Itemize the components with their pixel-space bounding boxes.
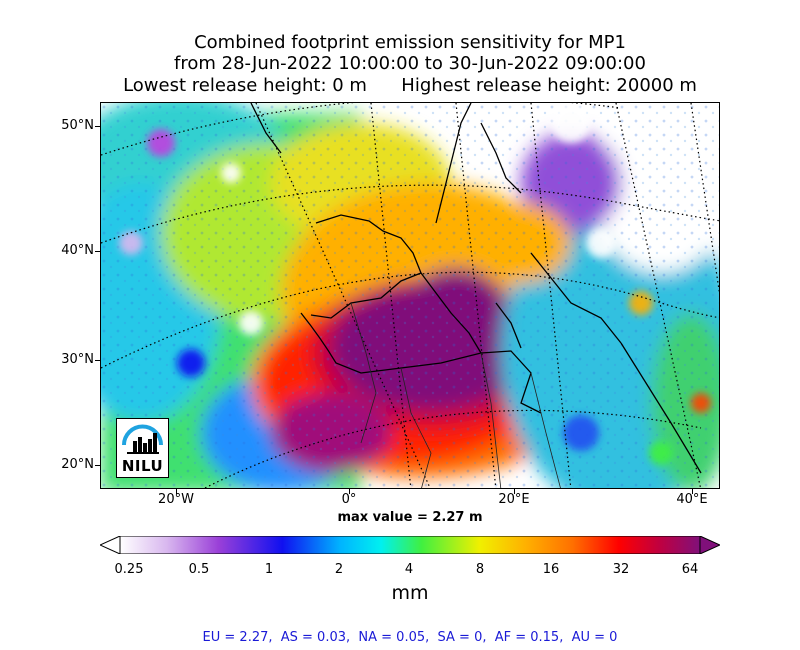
- colorbar: [98, 535, 722, 555]
- region-stats: EU = 2.27, AS = 0.03, NA = 0.05, SA = 0,…: [202, 630, 618, 645]
- lat-label-40n: 40°N: [61, 243, 94, 258]
- lat-label-50n: 50°N: [61, 118, 94, 133]
- colorbar-tick-label: 16: [542, 562, 560, 577]
- colorbar-tick-label: 8: [475, 562, 485, 577]
- colorbar-svg: [98, 535, 722, 555]
- lat-label-30n: 30°N: [61, 352, 94, 367]
- coastlines: [250, 103, 702, 474]
- nilu-logo-icon: [122, 424, 163, 454]
- colorbar-low-arrow: [98, 535, 121, 555]
- graticule: [101, 103, 719, 488]
- lon-tick: [514, 489, 515, 494]
- title-line-1: Combined footprint emission sensitivity …: [194, 32, 626, 53]
- lat-tick: [95, 251, 100, 252]
- nilu-logo-text: NILU: [121, 457, 164, 475]
- colorbar-gradient: [119, 535, 701, 555]
- lon-tick: [176, 489, 177, 494]
- lon-label-0: 0°: [341, 492, 357, 507]
- lat-label-20n: 20°N: [61, 457, 94, 472]
- lat-tick: [95, 465, 100, 466]
- lon-label-40e: 40°E: [676, 492, 708, 507]
- colorbar-tick-label: 32: [612, 562, 630, 577]
- lon-label-20e: 20°E: [498, 492, 530, 507]
- lon-tick: [349, 489, 350, 494]
- colorbar-tick-label: 2: [334, 562, 344, 577]
- max-value-label: max value = 2.27 m: [337, 510, 483, 525]
- borders: [350, 302, 561, 488]
- footprint-map: [100, 102, 720, 489]
- colorbar-tick-label: 4: [404, 562, 414, 577]
- colorbar-unit-label: mm: [391, 582, 429, 604]
- title-line-3: Lowest release height: 0 m Highest relea…: [123, 75, 697, 96]
- colorbar-high-arrow: [699, 535, 722, 555]
- lon-tick: [692, 489, 693, 494]
- lon-label-20w: 20°W: [158, 492, 194, 507]
- title-line-2: from 28-Jun-2022 10:00:00 to 30-Jun-2022…: [174, 53, 646, 74]
- lat-tick: [95, 126, 100, 127]
- map-plot: [101, 103, 719, 488]
- colorbar-tick-label: 0.5: [188, 562, 210, 577]
- colorbar-tick-label: 64: [681, 562, 699, 577]
- colorbar-tick-label: 1: [264, 562, 274, 577]
- nilu-logo: NILU: [116, 418, 169, 478]
- colorbar-tick-label: 0.25: [114, 562, 144, 577]
- lat-tick: [95, 360, 100, 361]
